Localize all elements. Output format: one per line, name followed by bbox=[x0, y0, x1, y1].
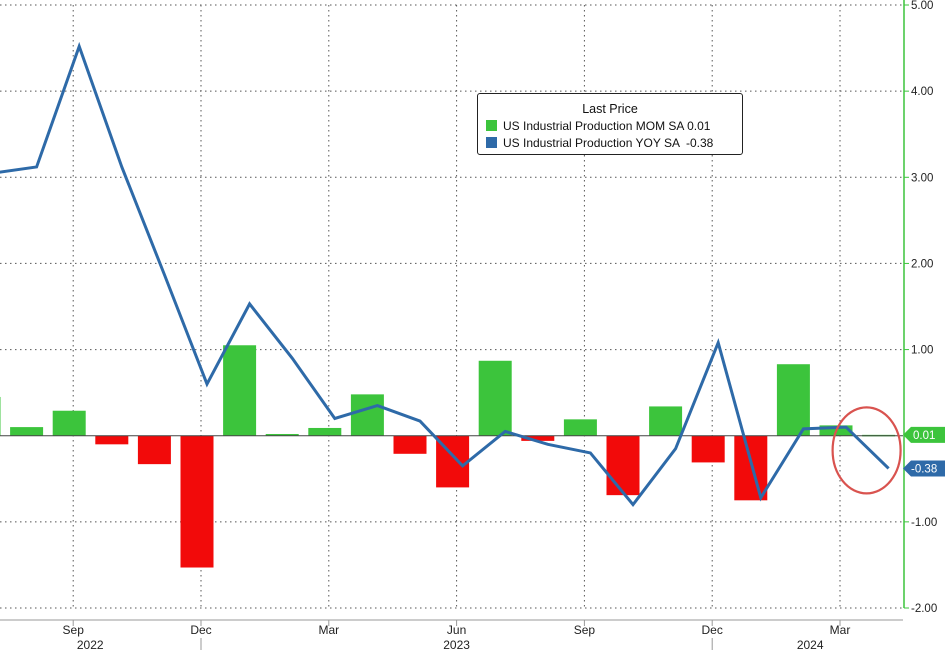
bar bbox=[649, 406, 683, 436]
bar bbox=[10, 427, 44, 436]
bar bbox=[223, 345, 257, 436]
y-tick-label: -2.00 bbox=[911, 603, 937, 615]
y-tick-label: 4.00 bbox=[911, 86, 933, 98]
last-value-mom: 0.01 bbox=[913, 430, 935, 442]
x-tick-label: Dec bbox=[702, 623, 723, 637]
y-tick-label: 3.00 bbox=[911, 172, 933, 184]
x-tick-label: Jun bbox=[447, 623, 466, 637]
bar bbox=[563, 419, 597, 436]
bar bbox=[0, 396, 1, 436]
bar bbox=[478, 360, 512, 436]
last-value-yoy: -0.38 bbox=[911, 463, 937, 475]
bar bbox=[393, 435, 427, 454]
bar bbox=[521, 435, 555, 441]
legend-label-mom: US Industrial Production MOM SA 0.01 bbox=[503, 118, 711, 133]
legend-swatch-yoy bbox=[486, 137, 497, 148]
bar bbox=[52, 410, 86, 436]
legend: Last Price US Industrial Production MOM … bbox=[477, 93, 743, 155]
y-tick-label: 5.00 bbox=[911, 0, 933, 12]
bar bbox=[606, 435, 640, 496]
x-year-label: 2023 bbox=[443, 638, 470, 650]
bar bbox=[137, 435, 171, 465]
bar bbox=[180, 435, 214, 568]
bar bbox=[95, 435, 129, 445]
bar bbox=[350, 394, 384, 436]
bar bbox=[691, 435, 725, 463]
last-value-tag-yoy bbox=[903, 460, 945, 477]
x-tick-label: Mar bbox=[830, 623, 851, 637]
x-year-label: 2024 bbox=[797, 638, 824, 650]
y-tick-label: 1.00 bbox=[911, 345, 933, 357]
legend-label-yoy: US Industrial Production YOY SA -0.38 bbox=[503, 135, 714, 150]
x-tick-label: Sep bbox=[574, 623, 596, 637]
x-year-label: 2022 bbox=[77, 638, 104, 650]
bar bbox=[734, 435, 768, 501]
x-tick-label: Dec bbox=[190, 623, 211, 637]
last-value-tag-mom bbox=[903, 426, 945, 443]
bar bbox=[776, 364, 810, 436]
line-yoy bbox=[0, 41, 890, 508]
x-tick-label: Mar bbox=[318, 623, 339, 637]
annotation-circle bbox=[831, 406, 902, 495]
bar bbox=[265, 433, 299, 436]
y-tick-label: 2.00 bbox=[911, 258, 933, 270]
bar bbox=[308, 427, 342, 436]
legend-title: Last Price bbox=[582, 102, 638, 116]
legend-entry-yoy: US Industrial Production YOY SA -0.38 bbox=[486, 135, 742, 150]
legend-entry-mom: US Industrial Production MOM SA 0.01 bbox=[486, 118, 742, 133]
y-tick-label: -1.00 bbox=[911, 517, 937, 529]
x-tick-label: Sep bbox=[63, 623, 85, 637]
legend-swatch-mom bbox=[486, 120, 497, 131]
